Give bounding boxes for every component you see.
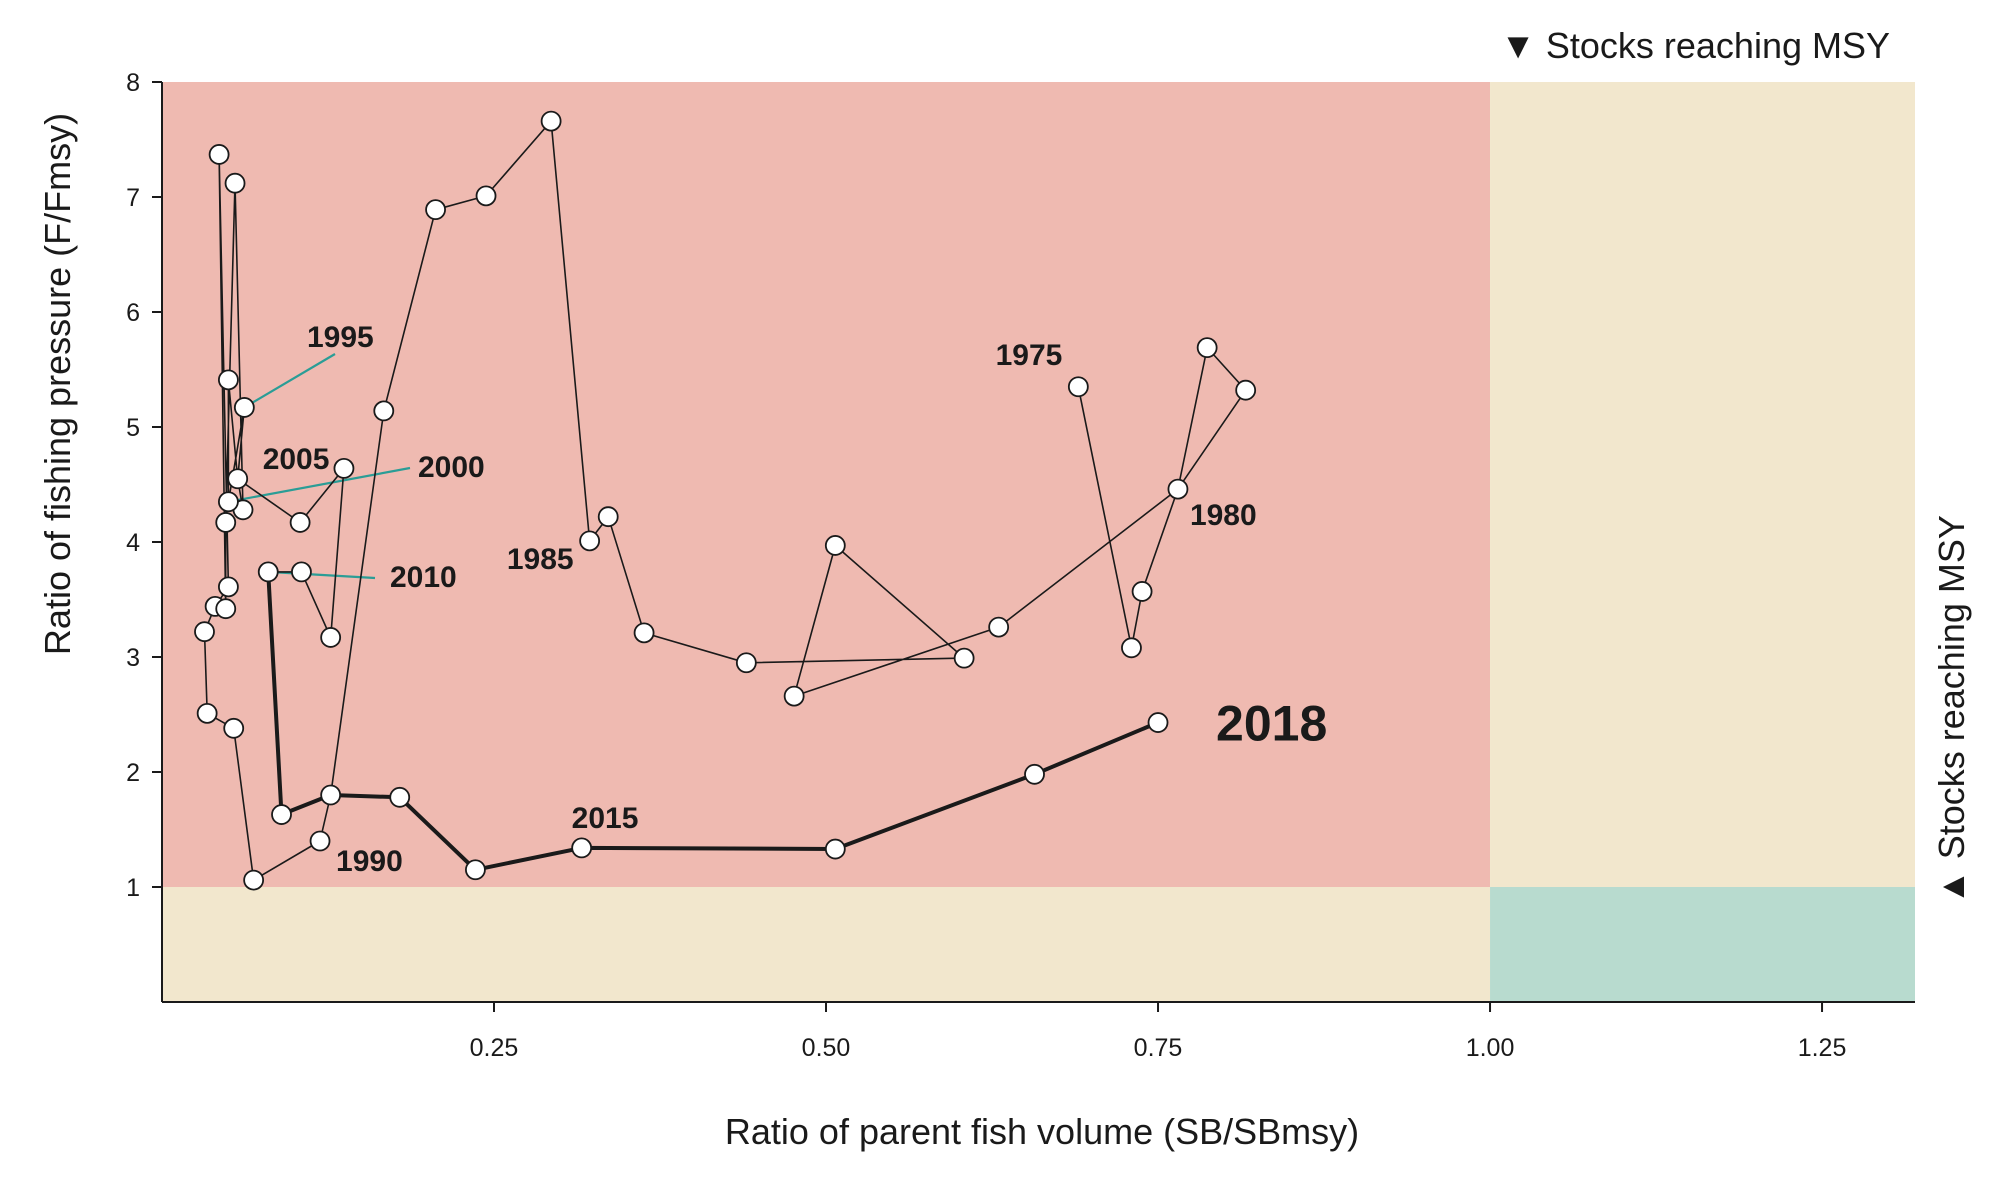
- data-point: [1067, 376, 1089, 398]
- data-point: [208, 144, 230, 165]
- msy-label-right: ▲ Stocks reaching MSY: [1931, 515, 1972, 905]
- data-point: [215, 512, 237, 533]
- y-tick-label: 3: [126, 644, 140, 672]
- annotations: 1975 1980 1985 1990 1995 2000 2005 2010 2015 2018: [263, 321, 1328, 878]
- markers: [194, 110, 1257, 891]
- data-point: [389, 786, 411, 808]
- x-axis-title: Ratio of parent fish volume (SB/SBmsy): [725, 1111, 1359, 1152]
- data-point: [475, 185, 497, 207]
- y-tick-label: 2: [126, 759, 140, 787]
- data-point: [223, 717, 245, 739]
- data-point: [194, 621, 215, 643]
- year-label-1980: 1980: [1190, 499, 1257, 532]
- data-point: [735, 652, 757, 674]
- data-point: [1235, 379, 1257, 401]
- data-point: [309, 830, 331, 852]
- year-label-2018: 2018: [1216, 696, 1327, 752]
- y-tick-label: 8: [126, 69, 140, 97]
- year-label-1990: 1990: [336, 845, 403, 878]
- data-point: [465, 859, 486, 881]
- data-point: [289, 512, 311, 533]
- zone-1: [1490, 82, 1915, 887]
- year-label-2015: 2015: [572, 802, 639, 835]
- data-point: [571, 837, 593, 859]
- zone-0: [162, 82, 1491, 887]
- data-point: [1121, 637, 1142, 659]
- data-point: [1131, 581, 1153, 602]
- y-tick-label: 6: [126, 299, 140, 327]
- year-label-1995: 1995: [307, 321, 374, 354]
- data-point: [218, 576, 239, 598]
- data-point: [243, 869, 265, 891]
- data-point: [257, 561, 279, 583]
- data-point: [291, 561, 312, 583]
- y-tick-label: 1: [126, 874, 140, 902]
- data-point: [233, 397, 255, 418]
- data-point: [215, 598, 237, 620]
- data-point: [540, 110, 562, 132]
- x-tick-label: 0.75: [1134, 1034, 1183, 1062]
- zones: [162, 82, 1915, 1002]
- data-point: [373, 400, 395, 422]
- data-point: [988, 616, 1010, 638]
- zone-2: [162, 887, 1491, 1002]
- data-point: [227, 468, 249, 490]
- data-point: [783, 685, 805, 707]
- x-tick-label: 1.00: [1466, 1034, 1515, 1062]
- data-point: [597, 506, 619, 528]
- y-axis-title: Ratio of fishing pressure (F/Fmsy): [37, 113, 78, 655]
- data-point: [320, 784, 342, 806]
- data-point: [1196, 337, 1218, 359]
- leader-line-2010: [268, 570, 376, 580]
- leader-lines: [228, 353, 411, 580]
- year-label-1985: 1985: [507, 543, 574, 576]
- y-tick-label: 5: [126, 414, 140, 442]
- data-point: [425, 199, 446, 221]
- data-point: [196, 702, 218, 724]
- y-tick-label: 7: [126, 184, 140, 212]
- data-point: [320, 627, 342, 648]
- data-point: [579, 530, 601, 552]
- x-tick-label: 0.25: [470, 1034, 519, 1062]
- data-point: [1167, 478, 1189, 500]
- data-point: [218, 369, 239, 391]
- zone-3: [1490, 887, 1915, 1002]
- x-tick-label: 1.25: [1798, 1034, 1847, 1062]
- data-point: [1147, 712, 1169, 733]
- data-point: [218, 491, 239, 513]
- axes: 1 2 3 4 5 6 7 8 0.25 0.50 0.75 1.00 1.25: [126, 69, 1915, 1062]
- data-point: [224, 172, 246, 194]
- year-label-2000: 2000: [418, 451, 485, 484]
- data-point: [953, 647, 975, 669]
- data-point: [633, 622, 655, 644]
- msy-label-top: ▼ Stocks reaching MSY: [1500, 25, 1890, 66]
- year-label-1975: 1975: [996, 339, 1063, 372]
- data-point: [824, 535, 846, 556]
- leader-line-1995: [243, 353, 336, 409]
- data-point: [333, 457, 355, 479]
- year-label-2005: 2005: [263, 443, 330, 476]
- data-point: [1024, 763, 1045, 785]
- y-tick-label: 4: [126, 529, 140, 557]
- leader-line-2000: [228, 466, 411, 503]
- data-point: [824, 838, 846, 860]
- x-tick-label: 0.50: [802, 1034, 851, 1062]
- data-point: [271, 804, 292, 825]
- year-label-2010: 2010: [390, 561, 457, 594]
